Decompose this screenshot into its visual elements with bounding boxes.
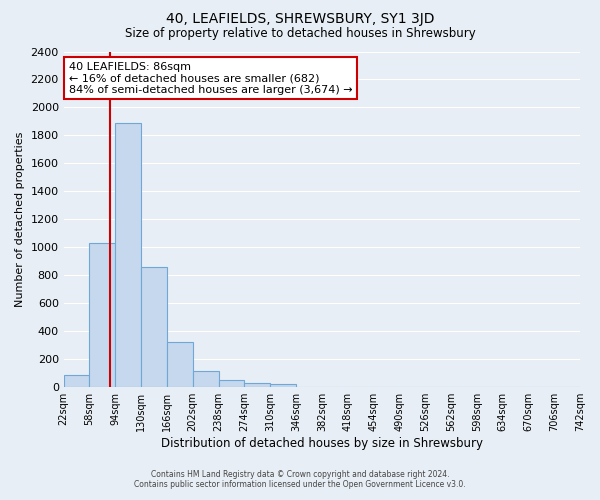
- Bar: [115, 123, 141, 387]
- Bar: [167, 342, 193, 387]
- Text: Size of property relative to detached houses in Shrewsbury: Size of property relative to detached ho…: [125, 28, 475, 40]
- Y-axis label: Number of detached properties: Number of detached properties: [15, 132, 25, 307]
- Bar: [193, 371, 218, 387]
- Text: 40 LEAFIELDS: 86sqm
← 16% of detached houses are smaller (682)
84% of semi-detac: 40 LEAFIELDS: 86sqm ← 16% of detached ho…: [69, 62, 352, 95]
- Bar: [244, 383, 270, 387]
- X-axis label: Distribution of detached houses by size in Shrewsbury: Distribution of detached houses by size …: [161, 437, 483, 450]
- Bar: [89, 243, 115, 387]
- Bar: [64, 374, 89, 387]
- Bar: [270, 384, 296, 387]
- Bar: [141, 267, 167, 387]
- Text: 40, LEAFIELDS, SHREWSBURY, SY1 3JD: 40, LEAFIELDS, SHREWSBURY, SY1 3JD: [166, 12, 434, 26]
- Text: Contains HM Land Registry data © Crown copyright and database right 2024.
Contai: Contains HM Land Registry data © Crown c…: [134, 470, 466, 489]
- Bar: [218, 380, 244, 387]
